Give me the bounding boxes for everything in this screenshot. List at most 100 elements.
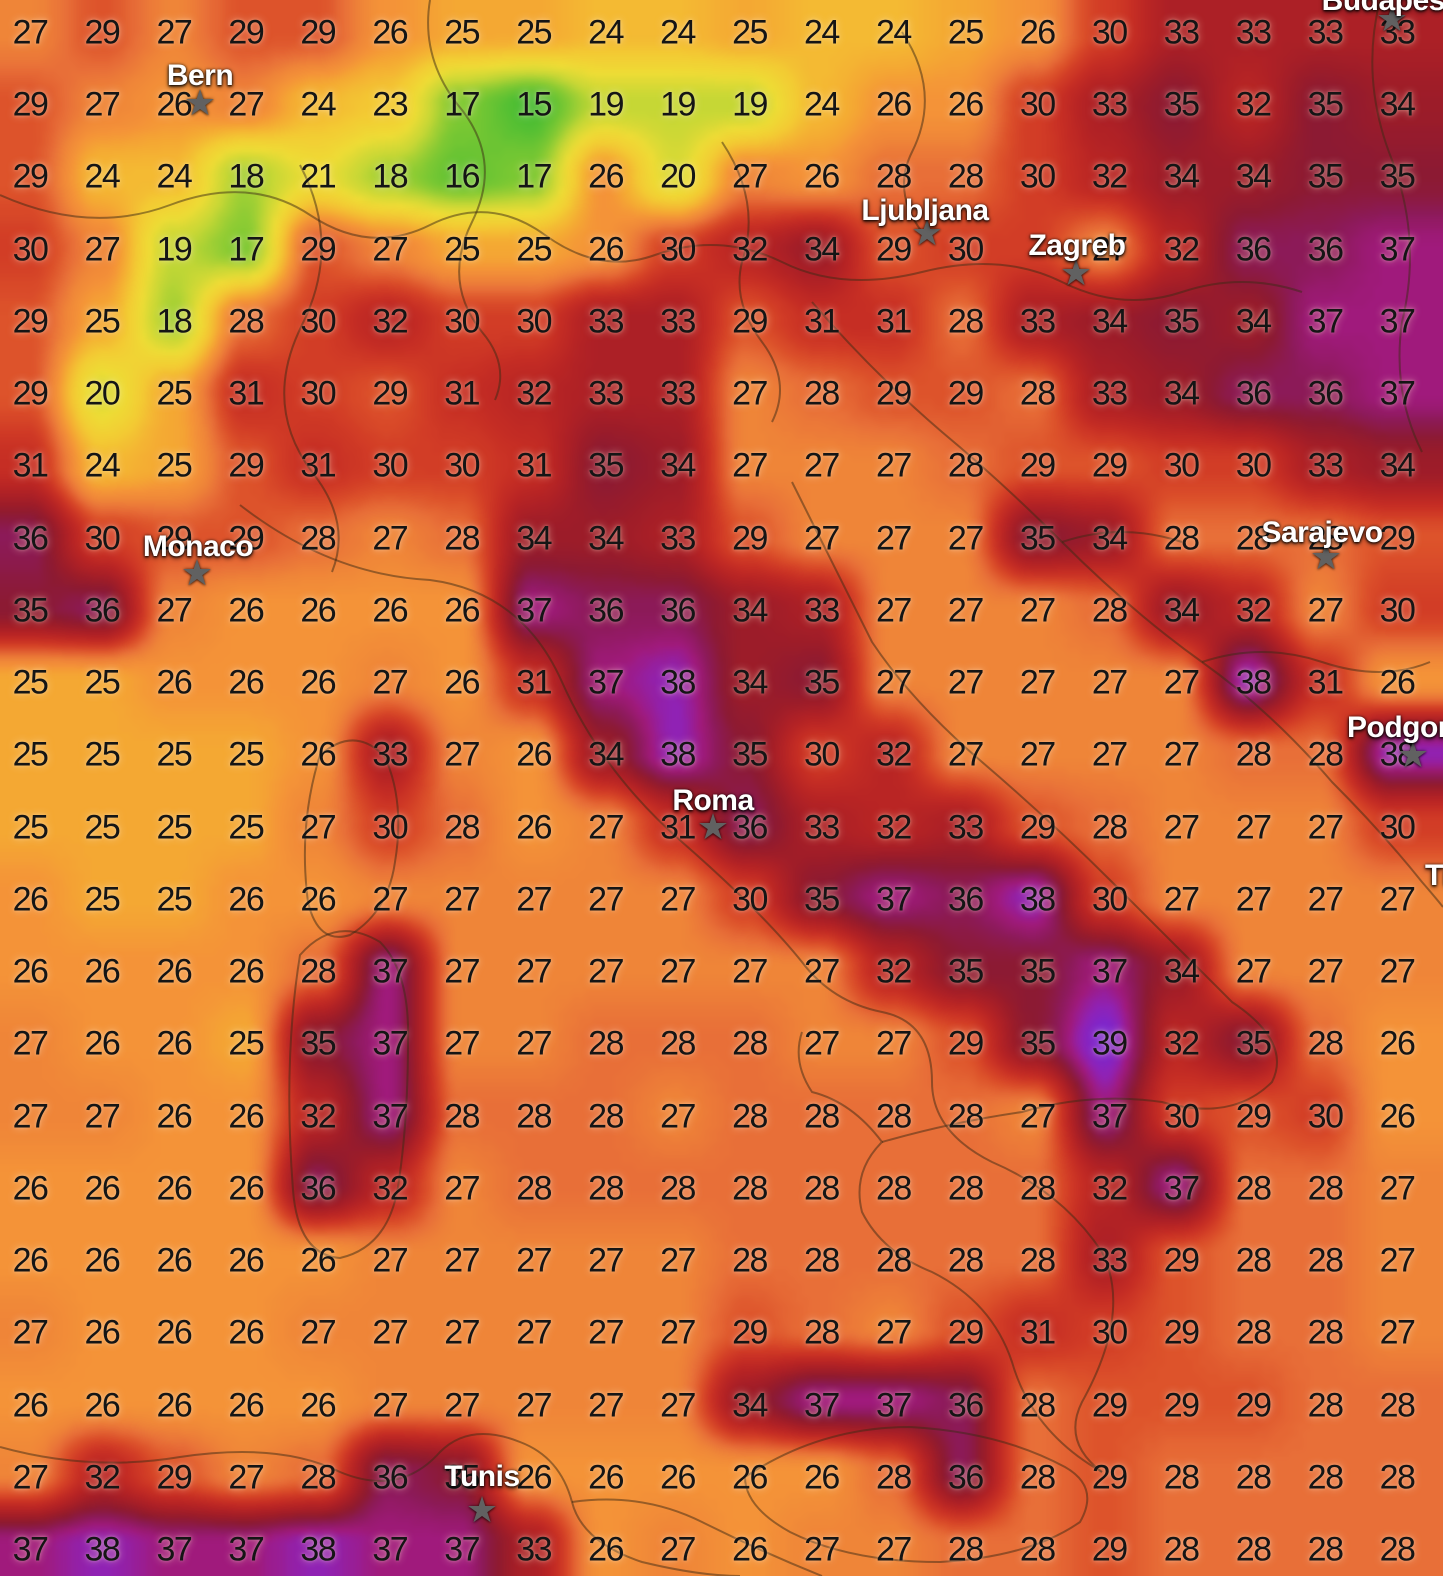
temp-value: 35 — [300, 1024, 336, 1063]
temp-value: 30 — [300, 374, 336, 413]
temp-value: 27 — [1019, 663, 1056, 702]
temp-value: 26 — [156, 1097, 192, 1136]
temp-value: 27 — [660, 880, 696, 919]
temp-value: 28 — [300, 1458, 336, 1497]
temp-value: 26 — [156, 952, 192, 991]
temp-value: 38 — [1019, 880, 1056, 919]
temp-value: 27 — [804, 519, 840, 558]
temp-value: 28 — [1091, 591, 1128, 630]
temp-value: 26 — [228, 880, 264, 919]
temp-value: 35 — [1379, 157, 1416, 196]
temp-value: 28 — [1307, 1386, 1344, 1425]
temp-value: 35 — [804, 880, 840, 919]
temp-value: 25 — [156, 735, 192, 774]
temp-value: 36 — [947, 1386, 984, 1425]
temp-value: 30 — [1019, 85, 1056, 124]
temp-value: 26 — [84, 1386, 121, 1425]
temp-value: 32 — [372, 302, 408, 341]
city-label-zagreb: Zagreb — [1028, 229, 1126, 262]
temp-value: 28 — [1163, 1530, 1200, 1569]
temp-value: 27 — [372, 880, 408, 919]
temp-value: 26 — [300, 591, 336, 630]
bern-star-icon: ★ — [183, 82, 217, 123]
temp-value: 30 — [1307, 1097, 1344, 1136]
temp-value: 34 — [804, 230, 840, 269]
temp-value: 27 — [84, 85, 121, 124]
temp-value: 33 — [947, 808, 984, 847]
temp-value: 30 — [1019, 157, 1056, 196]
temp-value: 34 — [732, 591, 768, 630]
temp-value: 27 — [1091, 735, 1128, 774]
temp-value: 27 — [12, 1024, 49, 1063]
temp-value: 34 — [1091, 519, 1128, 558]
temp-value: 37 — [156, 1530, 192, 1569]
temp-value: 33 — [660, 374, 696, 413]
temp-value: 37 — [1091, 1097, 1128, 1136]
temp-value: 31 — [444, 374, 480, 413]
temp-value: 26 — [1379, 663, 1416, 702]
temp-value: 34 — [660, 446, 696, 485]
temp-value: 29 — [1235, 1386, 1272, 1425]
temp-value: 37 — [804, 1386, 840, 1425]
sarajevo-star-icon: ★ — [1309, 536, 1343, 577]
temp-value: 26 — [947, 85, 984, 124]
temp-value: 29 — [12, 85, 49, 124]
temp-value: 28 — [732, 1097, 768, 1136]
temp-value: 17 — [228, 230, 264, 269]
temp-value: 26 — [228, 1313, 264, 1352]
temp-value: 34 — [732, 663, 768, 702]
roma-star-icon: ★ — [696, 806, 730, 847]
temp-value: 28 — [1019, 374, 1056, 413]
temp-value: 30 — [300, 302, 336, 341]
temp-value: 29 — [228, 446, 264, 485]
temp-value: 16 — [444, 157, 480, 196]
temp-value: 29 — [156, 1458, 192, 1497]
temp-value: 26 — [516, 808, 552, 847]
temp-value: 27 — [372, 663, 408, 702]
temp-value: 36 — [947, 880, 984, 919]
temp-value: 30 — [732, 880, 768, 919]
temp-value: 35 — [947, 952, 984, 991]
temp-value: 31 — [1019, 1313, 1056, 1352]
temp-value: 28 — [1235, 1313, 1272, 1352]
temp-value: 29 — [1091, 446, 1128, 485]
temp-value: 35 — [1235, 1024, 1272, 1063]
temp-value: 27 — [12, 1458, 49, 1497]
temp-value: 38 — [300, 1530, 336, 1569]
temp-value: 26 — [804, 157, 840, 196]
temp-value: 26 — [156, 1024, 192, 1063]
temp-value: 26 — [12, 880, 49, 919]
temp-value: 35 — [1163, 85, 1200, 124]
temp-value: 28 — [444, 519, 480, 558]
temp-value: 28 — [444, 808, 480, 847]
temp-value: 19 — [732, 85, 768, 124]
temp-value: 21 — [300, 157, 336, 196]
temp-value: 33 — [804, 808, 840, 847]
temp-value: 35 — [444, 1458, 480, 1497]
temp-value: 27 — [875, 519, 912, 558]
temp-value: 27 — [875, 591, 912, 630]
temp-value: 28 — [1091, 808, 1128, 847]
temp-value: 26 — [732, 1458, 768, 1497]
temp-value: 32 — [875, 735, 912, 774]
temp-value: 30 — [1091, 880, 1128, 919]
temp-value: 26 — [156, 1169, 192, 1208]
temp-value: 25 — [156, 446, 192, 485]
temp-value: 28 — [1307, 735, 1344, 774]
temp-value: 28 — [1307, 1024, 1344, 1063]
temp-value: 30 — [372, 446, 408, 485]
temp-value: 37 — [516, 591, 552, 630]
temp-value: 26 — [228, 952, 264, 991]
temp-value: 28 — [947, 1241, 984, 1280]
temp-value: 28 — [1235, 1458, 1272, 1497]
temp-value: 32 — [372, 1169, 408, 1208]
temp-value: 28 — [516, 1169, 552, 1208]
temp-value: 28 — [804, 1313, 840, 1352]
temp-value: 19 — [588, 85, 624, 124]
temp-value: 26 — [84, 1024, 121, 1063]
temp-value: 20 — [84, 374, 121, 413]
temp-value: 29 — [300, 230, 336, 269]
temp-value: 28 — [1307, 1169, 1344, 1208]
temp-value: 30 — [804, 735, 840, 774]
